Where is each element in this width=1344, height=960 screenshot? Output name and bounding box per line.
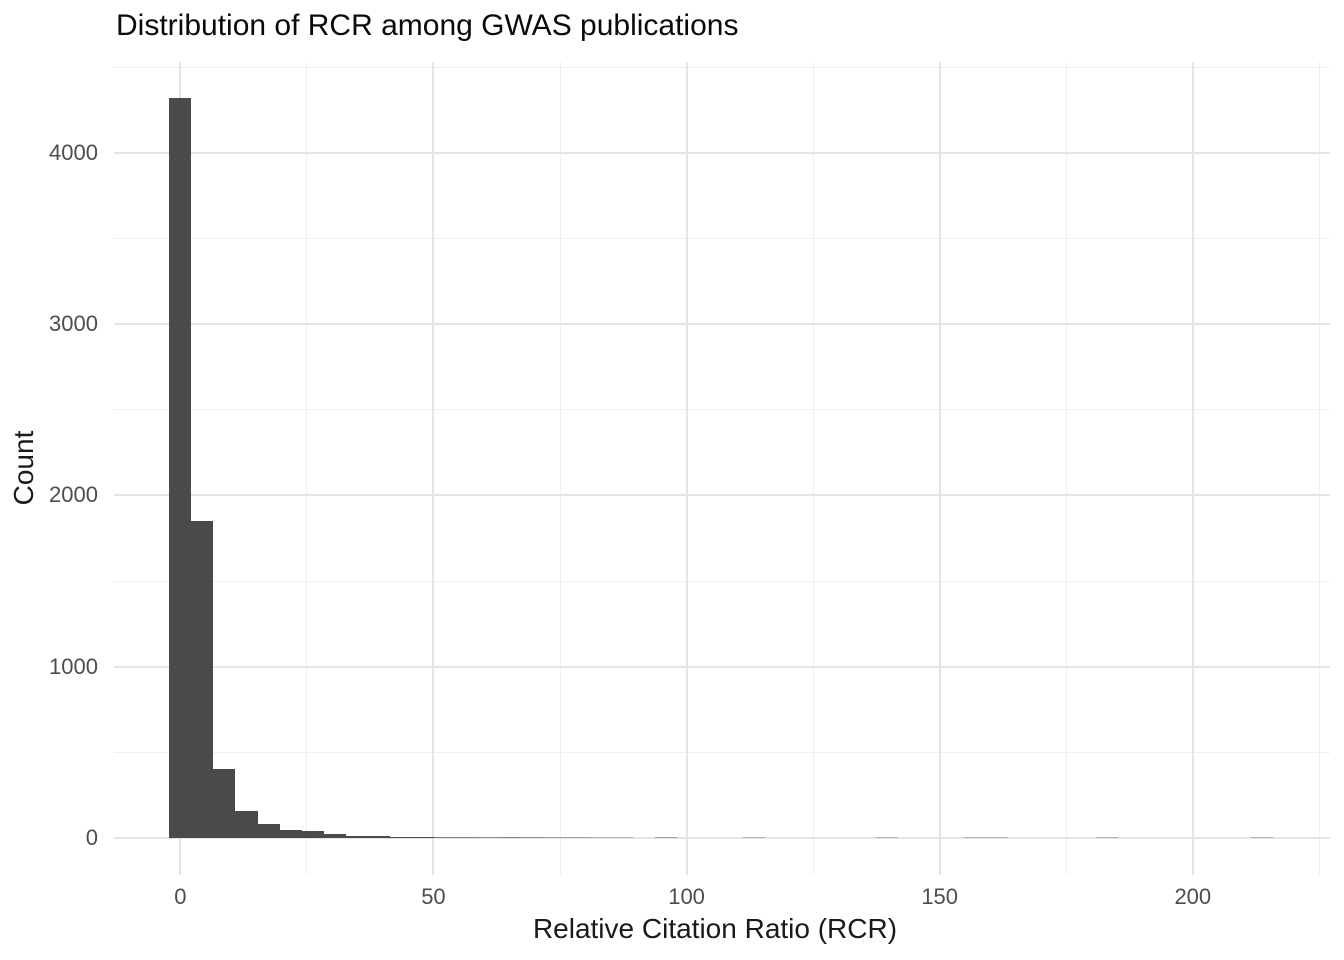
histogram-bar (345, 835, 368, 838)
y-minor-gridline (114, 238, 1330, 240)
histogram-bar (522, 837, 545, 838)
histogram-bar (213, 768, 236, 838)
x-major-gridline (938, 62, 941, 875)
histogram-bar (1096, 837, 1119, 838)
x-tick-label: 100 (668, 884, 705, 909)
histogram-bar (301, 831, 324, 838)
histogram-bar (654, 837, 677, 838)
histogram-bar (169, 98, 192, 838)
y-major-gridline (114, 323, 1330, 326)
x-tick-label: 150 (921, 884, 959, 909)
y-major-gridline (114, 837, 1330, 839)
histogram-bar (412, 836, 435, 838)
histogram-bar (456, 837, 479, 838)
histogram-bar (434, 837, 457, 838)
histogram-bar (257, 823, 280, 838)
y-tick-label: 4000 (49, 139, 98, 165)
x-major-gridline (1191, 62, 1194, 875)
y-minor-gridline (114, 751, 1330, 753)
y-tick-label: 2000 (49, 482, 98, 508)
histogram-bar (985, 837, 1009, 838)
histogram-bar (743, 837, 766, 838)
histogram-bar (875, 837, 898, 838)
histogram-bar (367, 836, 390, 838)
histogram-bar (544, 837, 567, 838)
histogram-bar (235, 810, 258, 838)
histogram-bar (566, 837, 589, 838)
chart-title: Distribution of RCR among GWAS publicati… (116, 9, 739, 42)
x-minor-gridline (306, 62, 308, 875)
y-minor-gridline (114, 66, 1330, 68)
x-minor-gridline (1065, 62, 1067, 875)
histogram-bar (588, 837, 611, 838)
histogram-bar (963, 837, 986, 838)
x-tick-label: 0 (174, 884, 187, 909)
y-minor-gridline (114, 409, 1330, 411)
histogram-bar (610, 837, 633, 838)
histogram-bar (279, 830, 302, 838)
x-major-gridline (685, 62, 688, 875)
x-minor-gridline (812, 62, 814, 875)
y-major-gridline (114, 665, 1330, 668)
x-axis-title: Relative Citation Ratio (RCR) (532, 913, 898, 944)
histogram-bar (390, 836, 413, 838)
x-tick-label: 50 (421, 884, 446, 909)
y-axis-title: Count (8, 430, 39, 506)
histogram-bar (191, 520, 214, 838)
x-tick-label: 200 (1174, 884, 1212, 909)
histogram-bar (478, 837, 501, 838)
histogram-bar (500, 837, 523, 838)
histogram-bar (1250, 837, 1273, 838)
x-major-gridline (432, 62, 435, 875)
x-minor-gridline (559, 62, 561, 875)
plot-panel (114, 62, 1330, 875)
y-minor-gridline (114, 580, 1330, 582)
y-tick-label: 3000 (49, 311, 98, 337)
x-minor-gridline (1318, 62, 1320, 875)
y-major-gridline (114, 494, 1330, 497)
y-major-gridline (114, 151, 1330, 154)
y-tick-label: 1000 (49, 653, 98, 679)
y-tick-label: 0 (85, 825, 98, 850)
histogram-bar (323, 834, 346, 838)
